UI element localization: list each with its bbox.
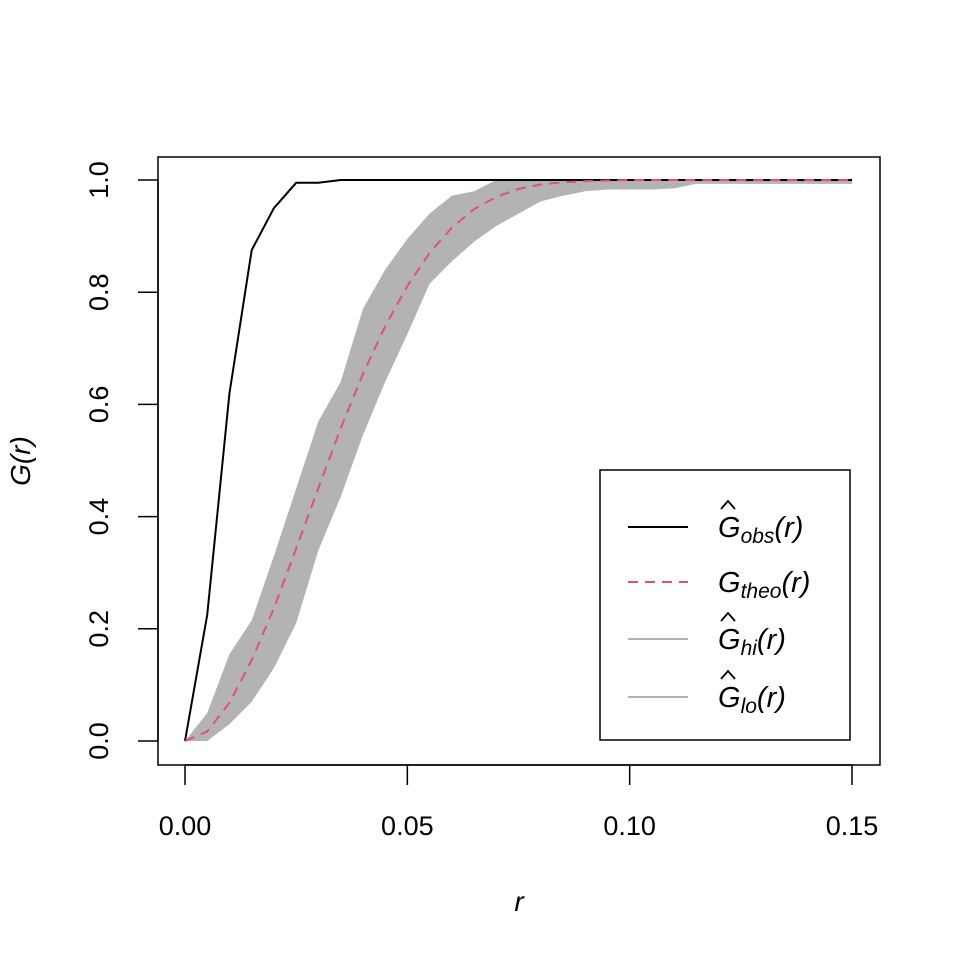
legend-box [599, 469, 851, 741]
legend-label-lo: Glo(r) [718, 682, 786, 718]
x-tick-label: 0.05 [381, 811, 434, 841]
y-tick-label: 0.2 [84, 610, 114, 648]
y-tick-label: 0.4 [84, 498, 114, 536]
x-axis: 0.00 0.05 0.10 0.15 [159, 764, 879, 841]
legend-label-hi: Ghi(r) [718, 624, 786, 660]
y-tick-label: 0.0 [84, 722, 114, 760]
legend-hat-obs [720, 499, 736, 510]
y-tick-label: 1.0 [84, 161, 114, 199]
legend-hat-hi [720, 611, 736, 622]
legend-item-obs: Gobs(r) [628, 499, 803, 548]
y-tick-label: 0.8 [84, 273, 114, 311]
legend-hat-lo [720, 669, 736, 680]
legend-item-theo: Gtheo(r) [628, 567, 810, 603]
legend-item-lo: Glo(r) [628, 669, 786, 718]
envelope-band [185, 180, 852, 741]
y-tick-label: 0.6 [84, 386, 114, 424]
x-tick-label: 0.15 [826, 811, 879, 841]
x-tick-label: 0.10 [603, 811, 656, 841]
legend-label-obs: Gobs(r) [718, 512, 803, 548]
legend: Gobs(r) Gtheo(r) Ghi(r) Glo(r) [599, 469, 851, 741]
series-line-theo [184, 179, 852, 742]
x-axis-title: r [514, 886, 525, 917]
legend-item-hi: Ghi(r) [628, 611, 786, 660]
plot-area [184, 179, 852, 742]
y-axis: 0.0 0.2 0.4 0.6 0.8 1.0 [84, 161, 159, 760]
legend-label-theo: Gtheo(r) [718, 567, 810, 603]
y-axis-title: G(r) [5, 436, 36, 486]
x-tick-label: 0.00 [159, 811, 212, 841]
